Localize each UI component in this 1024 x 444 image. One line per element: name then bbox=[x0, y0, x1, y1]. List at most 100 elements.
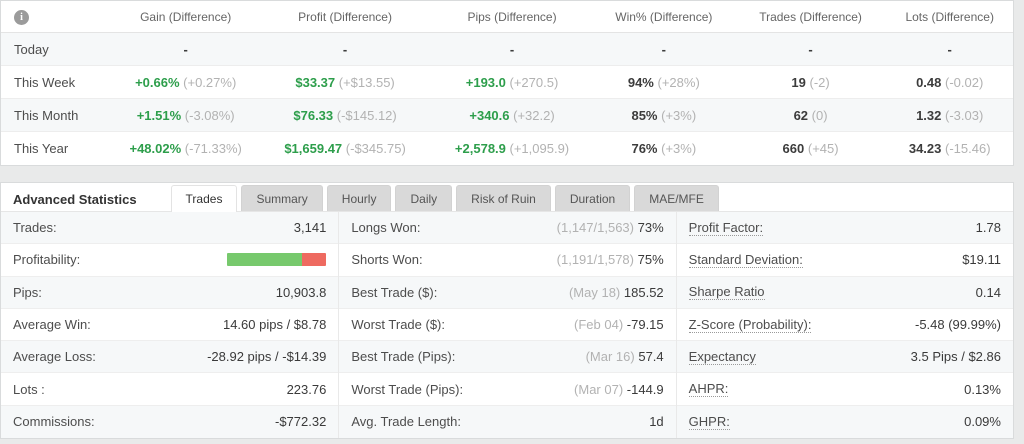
stat-label-tooltip[interactable]: Sharpe Ratio bbox=[688, 284, 765, 301]
metric-cell: 62 (0) bbox=[793, 107, 828, 123]
stat-label-tooltip[interactable]: Standard Deviation: bbox=[688, 251, 803, 268]
stat-label-tooltip[interactable]: AHPR: bbox=[688, 381, 729, 398]
stats-column-middle: Longs Won: (1,147/1,563) 73% Shorts Won:… bbox=[338, 212, 676, 439]
stat-row-ghpr: GHPR: 0.09% bbox=[676, 405, 1013, 439]
stat-row-worst-trade-pips: Worst Trade (Pips): (Mar 07) -144.9 bbox=[339, 373, 676, 406]
info-icon[interactable]: i bbox=[14, 9, 29, 25]
stat-row-profit-factor: Profit Factor: 1.78 bbox=[676, 212, 1013, 245]
stat-value: 10,903.8 bbox=[275, 284, 327, 300]
profitability-bar bbox=[227, 253, 327, 267]
stat-label: Avg. Trade Length: bbox=[351, 414, 461, 430]
tab-hourly[interactable]: Hourly bbox=[326, 185, 392, 211]
info-cell: i bbox=[1, 8, 112, 25]
column-header-lots: Lots (Difference) bbox=[905, 9, 994, 24]
stat-value: 0.14 bbox=[975, 284, 1001, 300]
metric-cell: - bbox=[342, 41, 348, 57]
column-header-pips: Pips (Difference) bbox=[467, 9, 557, 24]
stat-row-commissions: Commissions: -$772.32 bbox=[1, 405, 339, 439]
column-header-gain: Gain (Difference) bbox=[140, 9, 232, 24]
stats-column-right: Profit Factor: 1.78 Standard Deviation: … bbox=[675, 212, 1013, 439]
tab-daily[interactable]: Daily bbox=[395, 185, 453, 211]
stat-row-best-trade-pips: Best Trade (Pips): (Mar 16) 57.4 bbox=[339, 341, 676, 374]
metric-cell: $33.37 (+$13.55) bbox=[295, 74, 395, 90]
metric-cell: +193.0 (+270.5) bbox=[465, 74, 559, 90]
tab-trades[interactable]: Trades bbox=[170, 185, 238, 212]
stat-row-trades: Trades: 3,141 bbox=[1, 212, 339, 245]
tab-strip: Advanced Statistics Trades Summary Hourl… bbox=[1, 183, 1013, 212]
metric-cell: 76% (+3%) bbox=[631, 141, 697, 156]
stat-label: Average Loss: bbox=[13, 349, 96, 365]
stat-value: 1.78 bbox=[975, 220, 1001, 236]
stat-label-tooltip[interactable]: Expectancy bbox=[688, 348, 756, 365]
stat-value: 0.09% bbox=[964, 414, 1001, 430]
metric-cell: 1.32 (-3.03) bbox=[916, 107, 984, 123]
stat-label-tooltip[interactable]: Z-Score (Probability): bbox=[688, 316, 812, 333]
period-label: This Year bbox=[14, 141, 69, 156]
stat-value: 3,141 bbox=[293, 220, 327, 236]
stat-label: Trades: bbox=[13, 220, 57, 236]
stat-value: 1d bbox=[649, 414, 664, 430]
column-header-profit: Profit (Difference) bbox=[298, 9, 392, 24]
stat-label: Best Trade ($): bbox=[351, 284, 438, 300]
metric-cell: - bbox=[661, 41, 666, 57]
stat-row-expectancy: Expectancy 3.5 Pips / $2.86 bbox=[676, 341, 1013, 374]
tab-risk-of-ruin[interactable]: Risk of Ruin bbox=[456, 185, 551, 211]
panel-title: Advanced Statistics bbox=[13, 191, 137, 207]
stats-grid: Trades: 3,141 Profitability: Pips: 10,90… bbox=[1, 212, 1013, 439]
stat-value: 14.60 pips / $8.78 bbox=[222, 317, 327, 333]
stat-label: Best Trade (Pips): bbox=[351, 349, 456, 365]
stat-value: (1,147/1,563) 73% bbox=[556, 220, 664, 236]
stat-row-average-loss: Average Loss: -28.92 pips / -$14.39 bbox=[1, 341, 339, 374]
stat-value: -$772.32 bbox=[275, 414, 327, 430]
tab-mae-mfe[interactable]: MAE/MFE bbox=[634, 185, 719, 211]
stat-value: (Feb 04) -79.15 bbox=[574, 317, 664, 333]
table-row-this-year: This Year +48.02% (-71.33%) $1,659.47 (-… bbox=[1, 132, 1013, 165]
stat-value: 223.76 bbox=[286, 381, 327, 397]
metric-cell: - bbox=[808, 41, 813, 57]
stat-row-average-win: Average Win: 14.60 pips / $8.78 bbox=[1, 309, 339, 342]
period-label: This Month bbox=[14, 107, 79, 123]
summary-table: i Gain (Difference) Profit (Difference) … bbox=[0, 0, 1014, 166]
stat-label: Average Win: bbox=[13, 317, 91, 333]
stat-row-avg-trade-length: Avg. Trade Length: 1d bbox=[339, 405, 676, 439]
stat-row-z-score: Z-Score (Probability): -5.48 (99.99%) bbox=[676, 309, 1013, 342]
metric-cell: +48.02% (-71.33%) bbox=[129, 141, 242, 156]
stat-row-standard-deviation: Standard Deviation: $19.11 bbox=[676, 244, 1013, 277]
tab-duration[interactable]: Duration bbox=[554, 185, 631, 211]
stat-label: Profitability: bbox=[13, 252, 81, 268]
metric-cell: - bbox=[509, 41, 515, 57]
summary-header-row: i Gain (Difference) Profit (Difference) … bbox=[1, 1, 1013, 33]
stat-label: Shorts Won: bbox=[351, 252, 423, 268]
stat-row-ahpr: AHPR: 0.13% bbox=[676, 373, 1013, 406]
table-row-today: Today - - - - - - bbox=[1, 33, 1013, 66]
tab-summary[interactable]: Summary bbox=[241, 185, 323, 211]
stat-value: (Mar 07) -144.9 bbox=[574, 381, 664, 397]
metric-cell: 0.48 (-0.02) bbox=[916, 74, 984, 90]
profit-bar-red-segment bbox=[301, 253, 327, 267]
stat-label: Worst Trade (Pips): bbox=[351, 381, 464, 397]
stat-value: -5.48 (99.99%) bbox=[914, 317, 1001, 333]
metric-cell: +0.66% (+0.27%) bbox=[135, 74, 237, 90]
stat-value: (Mar 16) 57.4 bbox=[585, 349, 664, 365]
column-header-trades: Trades (Difference) bbox=[759, 9, 862, 24]
stat-row-longs-won: Longs Won: (1,147/1,563) 73% bbox=[339, 212, 676, 245]
stat-value: 0.13% bbox=[964, 381, 1001, 397]
stat-row-lots: Lots : 223.76 bbox=[1, 373, 339, 406]
stat-row-shorts-won: Shorts Won: (1,191/1,578) 75% bbox=[339, 244, 676, 277]
stat-value: (1,191/1,578) 75% bbox=[556, 252, 664, 268]
metric-cell: 19 (-2) bbox=[791, 74, 830, 90]
period-label: Today bbox=[14, 41, 49, 57]
stat-label-tooltip[interactable]: Profit Factor: bbox=[688, 219, 764, 236]
metric-cell: 660 (+45) bbox=[782, 141, 839, 156]
stat-value: 3.5 Pips / $2.86 bbox=[910, 349, 1001, 365]
stat-label: Worst Trade ($): bbox=[351, 317, 446, 333]
metric-cell: 34.23 (-15.46) bbox=[908, 141, 991, 156]
stat-value: (May 18) 185.52 bbox=[568, 284, 664, 300]
metric-cell: +340.6 (+32.2) bbox=[469, 107, 555, 123]
advanced-statistics-panel: Advanced Statistics Trades Summary Hourl… bbox=[0, 182, 1014, 440]
stat-row-pips: Pips: 10,903.8 bbox=[1, 276, 339, 309]
stat-label: Pips: bbox=[13, 284, 42, 300]
metric-cell: 94% (+28%) bbox=[627, 74, 700, 90]
stat-label-tooltip[interactable]: GHPR: bbox=[688, 413, 730, 430]
stat-row-best-trade-usd: Best Trade ($): (May 18) 185.52 bbox=[339, 276, 676, 309]
